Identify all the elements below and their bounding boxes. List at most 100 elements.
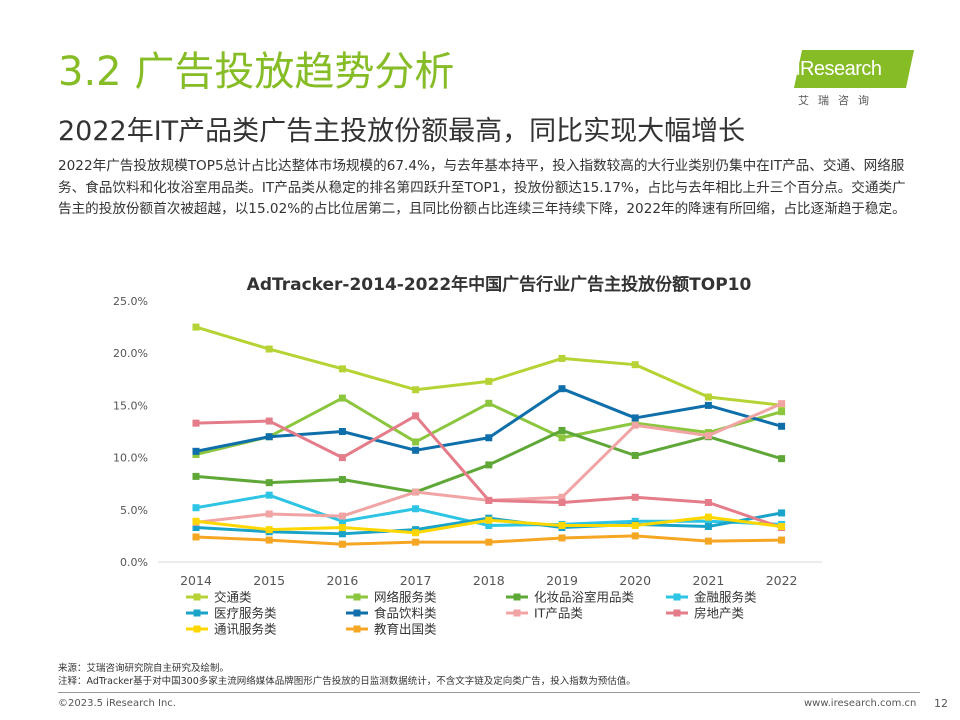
legend-swatch-marker xyxy=(513,609,521,617)
data-point xyxy=(265,536,273,544)
page-number: 12 xyxy=(934,697,948,710)
data-point xyxy=(704,523,712,531)
series-line xyxy=(195,325,782,407)
data-point xyxy=(631,361,639,369)
data-point xyxy=(412,386,420,394)
data-point xyxy=(265,417,273,425)
data-point xyxy=(558,385,566,393)
data-point xyxy=(778,400,786,408)
data-point xyxy=(704,513,712,521)
y-tick-label: 10.0% xyxy=(113,452,148,465)
data-point xyxy=(558,493,566,501)
data-point xyxy=(485,496,493,504)
legend-swatch-marker xyxy=(353,609,361,617)
data-point xyxy=(704,401,712,409)
x-tick-label: 2017 xyxy=(400,573,432,588)
x-tick-label: 2022 xyxy=(766,573,798,588)
y-tick-label: 0.0% xyxy=(120,556,148,569)
data-point xyxy=(265,433,273,441)
legend-item: 金融服务类 xyxy=(666,590,757,605)
legend-label: 教育出国类 xyxy=(374,622,437,637)
data-point xyxy=(265,510,273,518)
data-point xyxy=(778,408,786,416)
legend-item: 化妆品浴室用品类 xyxy=(506,590,635,605)
data-point xyxy=(192,472,200,480)
legend-item: 房地产类 xyxy=(666,606,745,621)
y-tick-label: 20.0% xyxy=(113,347,148,360)
legend-swatch-marker xyxy=(673,593,681,601)
footer-divider xyxy=(58,692,920,693)
data-point xyxy=(338,428,346,435)
data-point xyxy=(338,540,346,548)
legend-swatch-marker xyxy=(353,593,361,601)
data-point xyxy=(558,434,566,442)
data-point xyxy=(631,421,639,429)
data-point xyxy=(631,493,639,501)
data-point xyxy=(778,422,786,430)
chart-title: AdTracker-2014-2022年中国广告行业广告主投放份额TOP10 xyxy=(247,274,752,295)
series-1 xyxy=(192,323,786,409)
data-point xyxy=(704,517,712,525)
data-point xyxy=(192,517,200,525)
footnotes: 来源：艾瑞咨询研究院自主研究及绘制。 注释：AdTracker基于对中国300多… xyxy=(58,662,636,688)
legend-label: 医疗服务类 xyxy=(214,606,277,621)
data-point xyxy=(338,512,346,520)
data-point xyxy=(704,537,712,545)
iresearch-logo: iResearch 艾瑞咨询 xyxy=(792,50,932,110)
legend-label: 化妆品浴室用品类 xyxy=(534,590,635,605)
data-point xyxy=(338,365,346,373)
data-point xyxy=(338,524,346,532)
legend-swatch-marker xyxy=(193,609,201,617)
data-point xyxy=(412,412,420,420)
legend-item: 教育出国类 xyxy=(346,622,437,637)
legend-item: 交通类 xyxy=(186,590,252,605)
data-point xyxy=(265,345,273,353)
legend-label: 网络服务类 xyxy=(374,590,437,605)
data-point xyxy=(338,517,346,525)
data-point xyxy=(412,538,420,546)
data-point xyxy=(631,414,639,422)
legend-item: 通讯服务类 xyxy=(186,622,277,637)
data-point xyxy=(778,509,786,517)
y-tick-label: 25.0% xyxy=(113,295,148,308)
data-point xyxy=(192,419,200,427)
legend-swatch-marker xyxy=(353,625,361,633)
data-point xyxy=(338,476,346,484)
data-point xyxy=(558,521,566,529)
x-tick-label: 2015 xyxy=(253,573,285,588)
legend-label: 房地产类 xyxy=(694,606,745,621)
data-point xyxy=(778,536,786,544)
data-point xyxy=(192,524,200,532)
x-tick-label: 2014 xyxy=(180,573,212,588)
data-point xyxy=(558,534,566,542)
section-title: 3.2 广告投放趋势分析 xyxy=(58,49,455,95)
x-tick-label: 2019 xyxy=(546,573,578,588)
data-point xyxy=(485,434,493,442)
legend-swatch-marker xyxy=(193,593,201,601)
series-6 xyxy=(192,385,786,455)
y-tick-label: 5.0% xyxy=(120,504,148,517)
data-point xyxy=(558,426,566,434)
x-tick-label: 2020 xyxy=(619,573,651,588)
x-tick-label: 2018 xyxy=(473,573,505,588)
data-point xyxy=(412,446,420,454)
data-point xyxy=(485,521,493,529)
website-link[interactable]: www.iresearch.com.cn xyxy=(804,698,917,709)
legend-label: 交通类 xyxy=(214,590,252,605)
data-point xyxy=(704,432,712,440)
data-point xyxy=(412,529,420,537)
logo-text: iResearch xyxy=(796,58,882,80)
y-tick-label: 15.0% xyxy=(113,399,148,412)
legend-label: 通讯服务类 xyxy=(214,622,277,637)
data-point xyxy=(631,532,639,540)
data-point xyxy=(412,488,420,496)
data-point xyxy=(192,447,200,455)
data-point xyxy=(192,323,200,331)
legend-label: 金融服务类 xyxy=(694,590,757,605)
series-10 xyxy=(192,532,786,548)
legend-label: IT产品类 xyxy=(534,606,583,621)
annotation-note: 注释：AdTracker基于对中国300多家主流网络媒体品牌图形广告投放的日监测… xyxy=(58,676,636,687)
data-point xyxy=(704,498,712,506)
data-point xyxy=(338,530,346,538)
